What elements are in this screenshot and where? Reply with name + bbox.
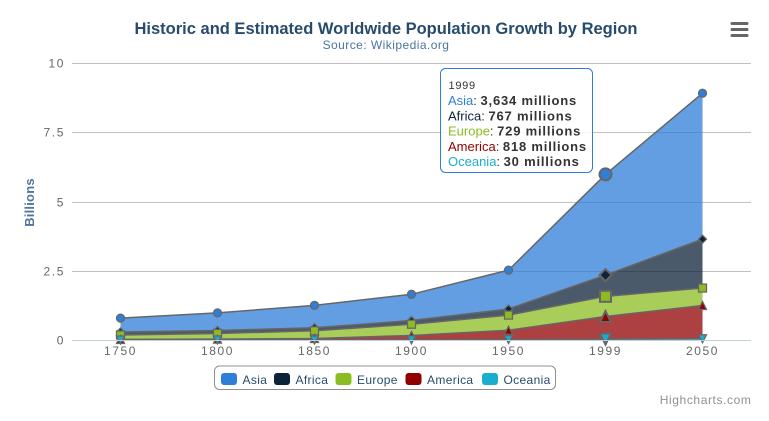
svg-text:America: 818 millions: America: 818 millions — [448, 139, 587, 154]
svg-text:0: 0 — [57, 334, 65, 348]
svg-text:Oceania: 30 millions: Oceania: 30 millions — [448, 154, 580, 169]
svg-text:2.5: 2.5 — [44, 265, 65, 279]
svg-text:1950: 1950 — [492, 344, 525, 358]
svg-text:Asia: Asia — [243, 373, 268, 387]
svg-text:7.5: 7.5 — [44, 126, 65, 140]
svg-text:5: 5 — [57, 196, 65, 210]
svg-text:10: 10 — [48, 57, 65, 71]
svg-text:Oceania: Oceania — [504, 373, 551, 387]
svg-text:Billions: Billions — [22, 178, 37, 227]
svg-text:Africa: Africa — [296, 373, 329, 387]
svg-text:2050: 2050 — [686, 344, 719, 358]
svg-text:1800: 1800 — [201, 344, 234, 358]
svg-text:1900: 1900 — [395, 344, 428, 358]
svg-text:America: America — [427, 373, 473, 387]
svg-text:Highcharts.com: Highcharts.com — [660, 393, 752, 407]
svg-text:Europe: 729 millions: Europe: 729 millions — [448, 124, 581, 139]
svg-text:1850: 1850 — [298, 344, 331, 358]
svg-text:Historic and Estimated Worldwi: Historic and Estimated Worldwide Populat… — [135, 20, 638, 38]
svg-text:Asia: 3,634 millions: Asia: 3,634 millions — [448, 93, 577, 108]
svg-text:Source: Wikipedia.org: Source: Wikipedia.org — [323, 38, 450, 52]
svg-text:1999: 1999 — [589, 344, 622, 358]
svg-text:Europe: Europe — [357, 373, 398, 387]
svg-text:Africa: 767 millions: Africa: 767 millions — [448, 108, 573, 123]
svg-text:1999: 1999 — [449, 80, 476, 92]
svg-text:1750: 1750 — [104, 344, 137, 358]
